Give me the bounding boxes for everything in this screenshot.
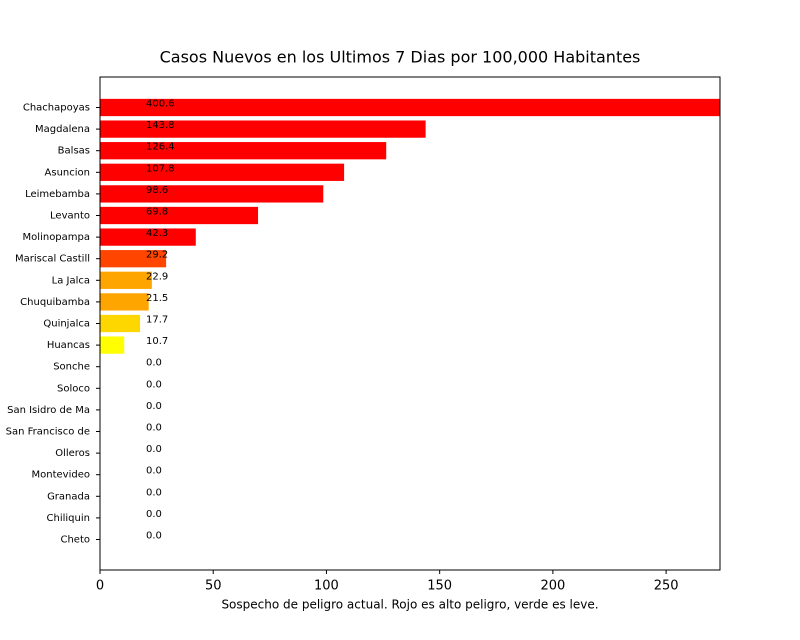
y-tick-label: Molinopampa (23, 232, 90, 243)
value-label: 42.3 (146, 228, 168, 239)
y-tick-label: San Isidro de Ma (7, 405, 90, 416)
value-label: 0.0 (146, 423, 162, 434)
value-label: 0.0 (146, 487, 162, 498)
value-label: 22.9 (146, 271, 168, 282)
y-tick-label: Sonche (53, 362, 90, 373)
value-label: 0.0 (146, 444, 162, 455)
y-tick-label: Huancas (47, 340, 90, 351)
x-tick-label: 0 (96, 579, 104, 594)
bar (100, 142, 387, 160)
value-label: 400.6 (146, 99, 175, 110)
value-label: 126.4 (146, 142, 175, 153)
y-tick-label: Cheto (60, 535, 90, 546)
x-tick-label: 50 (205, 579, 222, 594)
y-tick-label: Soloco (57, 383, 90, 394)
y-tick-label: La Jalca (52, 275, 90, 286)
bar (100, 250, 167, 268)
bar (100, 163, 345, 181)
bar (100, 98, 720, 117)
x-tick-label: 150 (427, 579, 452, 594)
value-label: 0.0 (146, 358, 162, 369)
bar (100, 185, 324, 203)
value-label: 21.5 (146, 293, 168, 304)
y-tick-label: Mariscal Castill (15, 254, 90, 265)
value-label: 29.2 (146, 250, 168, 261)
value-label: 0.0 (146, 509, 162, 520)
y-tick-label: Chuquibamba (20, 297, 90, 308)
value-label: 143.8 (146, 120, 175, 131)
x-axis-label: Sospecho de peligro actual. Rojo es alto… (221, 598, 598, 612)
y-tick-label: Montevideo (32, 470, 90, 481)
value-label: 0.0 (146, 531, 162, 542)
y-tick-label: Magdalena (35, 124, 90, 135)
x-tick-label: 100 (314, 579, 339, 594)
y-tick-label: Quinjalca (43, 319, 90, 330)
bar (100, 228, 196, 246)
y-tick-label: San Francisco de (6, 427, 90, 438)
bar (100, 120, 426, 138)
y-tick-label: Olleros (55, 448, 90, 459)
bar (100, 271, 152, 289)
plot-area (100, 98, 720, 354)
bar (100, 293, 149, 311)
value-label: 0.0 (146, 379, 162, 390)
chart-title: Casos Nuevos en los Ultimos 7 Dias por 1… (160, 48, 641, 67)
value-label: 10.7 (146, 336, 168, 347)
y-tick-label: Chachapoyas (23, 103, 90, 114)
y-tick-label: Balsas (58, 146, 90, 157)
value-label: 0.0 (146, 466, 162, 477)
x-tick-label: 200 (540, 579, 565, 594)
value-label: 98.6 (146, 185, 168, 196)
y-tick-label: Levanto (50, 211, 90, 222)
x-tick-label: 250 (654, 579, 679, 594)
value-label: 0.0 (146, 401, 162, 412)
value-label: 17.7 (146, 315, 168, 326)
y-tick-label: Leimebamba (25, 189, 90, 200)
y-tick-label: Asuncion (45, 167, 90, 178)
value-label: 69.8 (146, 207, 168, 218)
y-tick-label: Granada (47, 491, 90, 502)
bar (100, 314, 141, 333)
bar (100, 336, 125, 354)
value-label: 107.8 (146, 163, 175, 174)
bar (100, 206, 259, 225)
y-tick-label: Chiliquin (47, 513, 90, 524)
